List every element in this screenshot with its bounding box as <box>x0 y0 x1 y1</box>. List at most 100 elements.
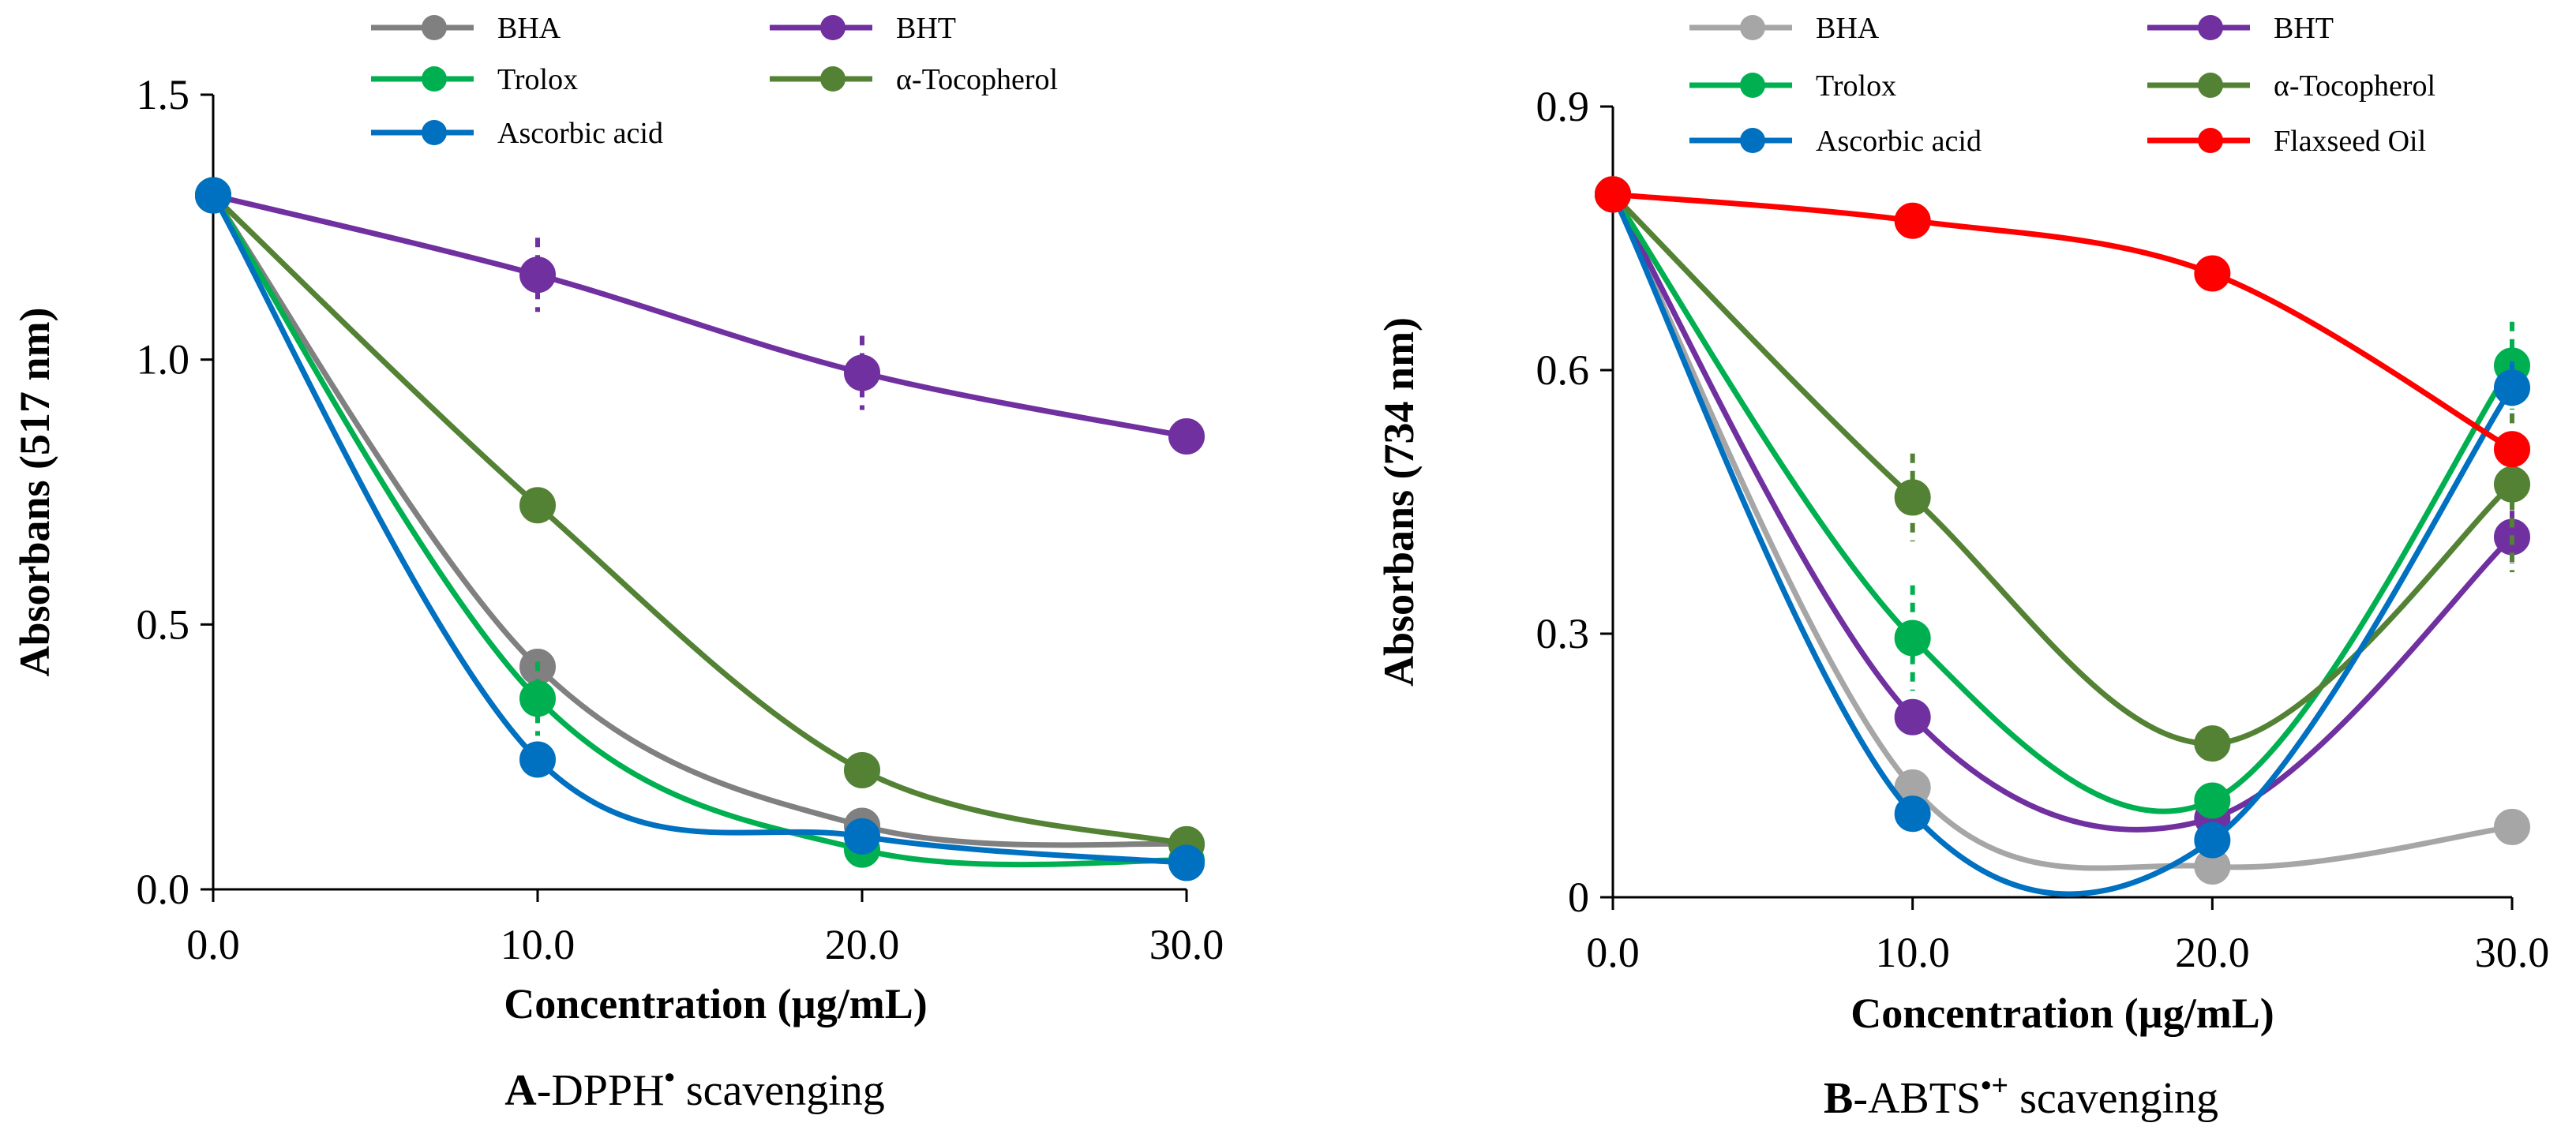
b-marker-ascorbic-acid <box>2194 821 2231 859</box>
a-marker-ascorbic-acid <box>1168 844 1205 881</box>
b-legend-swatch-marker <box>2198 73 2223 98</box>
b-legend-label: BHT <box>2274 12 2334 45</box>
a-line-alpha-tocopherol <box>210 193 1190 848</box>
b-line-alpha-tocopherol <box>1610 191 2515 747</box>
a-legend-swatch-marker <box>422 120 447 145</box>
a-legend-entry-bht: BHT <box>770 12 956 45</box>
panel-b-abts-chart: 0.0 10.0 20.0 30.0 0 0.3 0.6 0.9 Concentration (… <box>1375 12 2549 1123</box>
a-legend-swatch-marker <box>422 15 447 40</box>
b-marker-alpha-tocopherol <box>2494 466 2530 503</box>
panel-a-dpph-chart: 0.0 10.0 20.0 30.0 0.0 0.5 1.0 1.5 Concentration… <box>11 12 1224 1115</box>
b-y-tick-label: 0.6 <box>1536 346 1590 394</box>
b-series-trolox <box>1595 176 2530 819</box>
b-marker-bht <box>1894 698 1931 735</box>
b-line-bht <box>1610 191 2515 833</box>
a-caption-superscript: • <box>665 1061 675 1095</box>
a-line-bha <box>210 193 1190 848</box>
b-marker-bha <box>2494 808 2530 845</box>
b-x-tick-label: 30.0 <box>2475 929 2550 976</box>
b-legend-label: α-Tocopherol <box>2274 69 2435 103</box>
a-y-axis-title: Absorbans (517 nm) <box>11 307 58 676</box>
a-legend-swatch-marker <box>422 66 447 92</box>
a-marker-alpha-tocopherol <box>844 751 880 788</box>
a-line-trolox <box>210 193 1190 868</box>
a-marker-ascorbic-acid <box>195 177 231 214</box>
a-x-tick-label: 0.0 <box>186 921 240 968</box>
a-legend-label: α-Tocopherol <box>896 63 1058 96</box>
a-marker-trolox <box>519 680 556 717</box>
b-marker-trolox <box>2194 782 2231 819</box>
a-marker-ascorbic-acid <box>519 741 556 778</box>
b-x-axis-title: Concentration (µg/mL) <box>1850 990 2274 1037</box>
a-marker-bht <box>519 256 556 294</box>
b-legend-entry-alpha-tocopherol: α-Tocopherol <box>2147 69 2435 103</box>
b-legend-label: BHA <box>1816 12 1880 45</box>
a-caption-letter: A <box>504 1066 537 1115</box>
b-x-tick-label: 0.0 <box>1586 929 1640 976</box>
b-series-bha <box>1595 176 2530 885</box>
b-legend-swatch-marker <box>2198 128 2223 153</box>
a-legend-swatch-marker <box>820 15 846 40</box>
a-x-tick-label: 10.0 <box>501 921 576 968</box>
a-legend-swatch-marker <box>820 66 846 92</box>
b-legend-entry-bha: BHA <box>1689 12 1880 45</box>
b-marker-alpha-tocopherol <box>2194 725 2231 762</box>
b-series-flaxseed-oil <box>1595 176 2530 468</box>
a-series-alpha-tocopherol <box>195 177 1205 863</box>
b-caption-superscript: •+ <box>1981 1069 2008 1102</box>
b-marker-flaxseed-oil <box>2494 431 2530 468</box>
a-legend-entry-ascorbic-acid: Ascorbic acid <box>371 117 663 150</box>
b-y-tick-label: 0 <box>1568 874 1589 921</box>
a-x-tick-label: 30.0 <box>1149 921 1224 968</box>
b-legend-label: Trolox <box>1816 69 1896 103</box>
b-series-alpha-tocopherol <box>1595 176 2530 762</box>
b-marker-flaxseed-oil <box>1894 202 1931 239</box>
a-y-tick-label: 1.0 <box>137 336 190 384</box>
b-series-ascorbic-acid <box>1595 176 2530 897</box>
b-marker-flaxseed-oil <box>1595 176 1631 213</box>
b-legend-entry-trolox: Trolox <box>1689 69 1896 103</box>
a-y-tick-label: 1.5 <box>137 71 190 118</box>
b-line-ascorbic-acid <box>1610 191 2515 897</box>
b-caption-suffix: scavenging <box>2008 1074 2218 1123</box>
b-marker-ascorbic-acid <box>1894 795 1931 833</box>
a-legend-label: Ascorbic acid <box>497 117 663 150</box>
a-marker-ascorbic-acid <box>844 818 880 855</box>
a-line-ascorbic-acid <box>210 193 1190 866</box>
b-legend-swatch-marker <box>1740 73 1765 98</box>
a-caption-suffix: scavenging <box>675 1066 885 1115</box>
b-legend-label: Flaxseed Oil <box>2274 125 2426 158</box>
b-y-axis-title: Absorbans (734 nm) <box>1375 317 1423 687</box>
b-caption: B-ABTS•+ scavenging <box>1824 1069 2218 1123</box>
a-legend-label: BHT <box>896 12 956 45</box>
a-legend-label: BHA <box>497 12 561 45</box>
a-marker-bht <box>844 354 880 391</box>
a-y-tick-label: 0.5 <box>137 601 190 648</box>
b-marker-alpha-tocopherol <box>1894 479 1931 516</box>
b-line-flaxseed-oil <box>1610 191 2515 452</box>
b-marker-ascorbic-acid <box>2494 369 2530 406</box>
a-series-ascorbic-acid <box>195 177 1205 881</box>
b-caption-assay: -ABTS <box>1853 1074 1981 1123</box>
a-caption: A-DPPH• scavenging <box>504 1061 885 1115</box>
b-x-tick-label: 10.0 <box>1875 929 1950 976</box>
b-legend-entry-flaxseed-oil: Flaxseed Oil <box>2147 125 2426 158</box>
b-series-bht <box>1595 176 2530 836</box>
b-line-bha <box>1610 191 2515 871</box>
b-marker-flaxseed-oil <box>2194 255 2231 292</box>
a-caption-assay: -DPPH <box>537 1066 665 1115</box>
a-legend-entry-alpha-tocopherol: α-Tocopherol <box>770 63 1058 96</box>
b-legend-label: Ascorbic acid <box>1816 125 1982 158</box>
b-x-tick-label: 20.0 <box>2175 929 2250 976</box>
b-y-tick-label: 0.9 <box>1536 83 1590 130</box>
a-x-tick-label: 20.0 <box>825 921 900 968</box>
a-legend-entry-bha: BHA <box>371 12 561 45</box>
b-y-tick-label: 0.3 <box>1536 610 1590 657</box>
a-legend-label: Trolox <box>497 63 578 96</box>
b-legend-entry-ascorbic-acid: Ascorbic acid <box>1689 125 1982 158</box>
b-legend-swatch-marker <box>1740 128 1765 153</box>
a-series-bha <box>195 177 1205 863</box>
a-line-bht <box>210 193 1190 440</box>
b-legend-entry-bht: BHT <box>2147 12 2334 45</box>
